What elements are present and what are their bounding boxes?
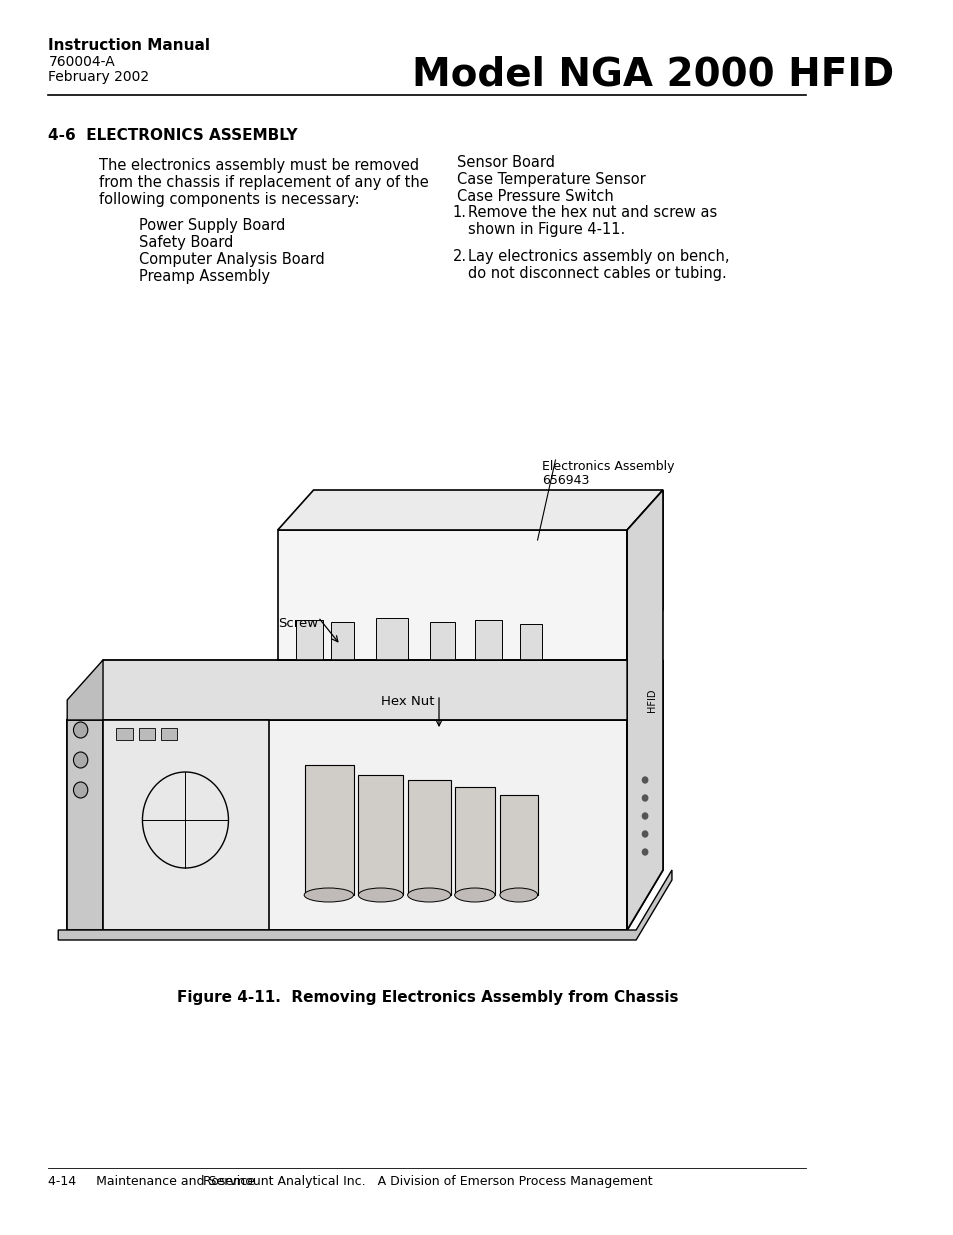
Bar [139, 727, 154, 740]
Bar [116, 727, 132, 740]
Bar [161, 727, 177, 740]
Text: shown in Figure 4-11.: shown in Figure 4-11. [467, 222, 624, 237]
Text: HFID: HFID [646, 688, 657, 711]
Text: from the chassis if replacement of any of the: from the chassis if replacement of any o… [98, 175, 428, 190]
Text: Lay electronics assembly on bench,: Lay electronics assembly on bench, [467, 249, 728, 264]
Text: 4-14     Maintenance and Service: 4-14 Maintenance and Service [49, 1174, 255, 1188]
Text: The electronics assembly must be removed: The electronics assembly must be removed [98, 158, 418, 173]
Circle shape [641, 831, 647, 837]
Polygon shape [277, 490, 662, 530]
Bar [304, 764, 354, 895]
Bar [430, 622, 455, 659]
Polygon shape [626, 490, 662, 659]
Bar [295, 620, 322, 659]
Text: 2.: 2. [452, 249, 466, 264]
Bar [358, 776, 403, 895]
Text: following components is necessary:: following components is necessary: [98, 191, 358, 207]
Bar [407, 781, 450, 895]
Text: Computer Analysis Board: Computer Analysis Board [139, 252, 324, 267]
Text: do not disconnect cables or tubing.: do not disconnect cables or tubing. [467, 266, 725, 282]
Text: Rosemount Analytical Inc.   A Division of Emerson Process Management: Rosemount Analytical Inc. A Division of … [202, 1174, 652, 1188]
Bar [519, 624, 541, 659]
Ellipse shape [407, 888, 450, 902]
Text: Remove the hex nut and screw as: Remove the hex nut and screw as [467, 205, 716, 220]
Ellipse shape [304, 888, 353, 902]
Text: February 2002: February 2002 [49, 70, 150, 84]
Circle shape [641, 795, 647, 802]
Text: Safety Board: Safety Board [139, 235, 233, 249]
Ellipse shape [455, 888, 495, 902]
Bar [499, 795, 537, 895]
Text: 4-6  ELECTRONICS ASSEMBLY: 4-6 ELECTRONICS ASSEMBLY [49, 128, 297, 143]
Text: Electronics Assembly: Electronics Assembly [541, 459, 674, 473]
Polygon shape [277, 530, 626, 659]
Text: Hex Nut: Hex Nut [380, 695, 434, 708]
Circle shape [73, 752, 88, 768]
Polygon shape [626, 659, 662, 930]
Text: Instruction Manual: Instruction Manual [49, 38, 211, 53]
Ellipse shape [499, 888, 537, 902]
Circle shape [73, 722, 88, 739]
Bar [475, 620, 501, 659]
Text: Power Supply Board: Power Supply Board [139, 219, 285, 233]
Circle shape [641, 777, 647, 783]
Bar [331, 622, 354, 659]
Text: 760004-A: 760004-A [49, 56, 115, 69]
Ellipse shape [358, 888, 403, 902]
Text: Screw: Screw [277, 618, 317, 630]
Text: Preamp Assembly: Preamp Assembly [139, 269, 270, 284]
Circle shape [641, 848, 647, 855]
Polygon shape [67, 720, 103, 930]
Text: Model NGA 2000 HFID: Model NGA 2000 HFID [412, 56, 893, 93]
Circle shape [641, 813, 647, 819]
Polygon shape [67, 659, 662, 720]
Text: 656943: 656943 [541, 474, 589, 487]
Polygon shape [626, 490, 662, 930]
Polygon shape [103, 720, 269, 930]
Polygon shape [58, 869, 671, 940]
Text: Case Temperature Sensor: Case Temperature Sensor [456, 172, 645, 186]
Bar [375, 618, 407, 659]
Circle shape [73, 782, 88, 798]
Bar [455, 787, 495, 895]
Text: Case Pressure Switch: Case Pressure Switch [456, 189, 613, 204]
Text: Figure 4-11.  Removing Electronics Assembly from Chassis: Figure 4-11. Removing Electronics Assemb… [176, 990, 678, 1005]
Polygon shape [67, 720, 626, 930]
Text: Sensor Board: Sensor Board [456, 156, 555, 170]
Polygon shape [67, 659, 103, 720]
Text: 1.: 1. [452, 205, 466, 220]
